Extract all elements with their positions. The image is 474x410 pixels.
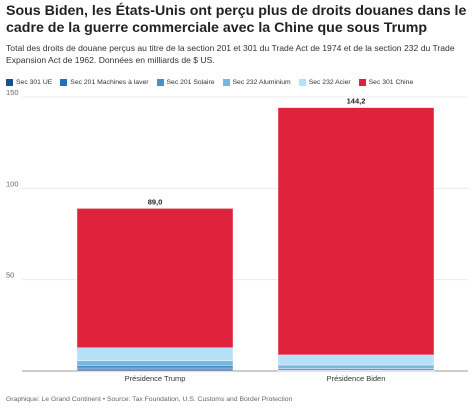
- legend-swatch: [60, 79, 68, 86]
- legend-label: Sec 201 Solaire: [166, 79, 215, 86]
- bar-segment: [76, 347, 234, 361]
- bar-segment: [277, 364, 435, 369]
- legend-label: Sec 301 UE: [16, 79, 53, 86]
- y-tick-label: 150: [6, 88, 19, 97]
- legend-swatch: [222, 79, 230, 86]
- chart-subtitle: Total des droits de douane perçus au tit…: [6, 43, 455, 65]
- legend-label: Sec 201 Machines à laver: [70, 79, 149, 86]
- chart-footer: Graphique: Le Grand Continent • Source: …: [6, 396, 293, 403]
- bar-segment: [277, 368, 435, 371]
- bar-segment: [277, 107, 435, 356]
- chart-legend: Sec 301 UE Sec 201 Machines à laver Sec 20…: [6, 79, 468, 86]
- chart-title: Sous Biden, les États-Unis ont perçu plu…: [6, 3, 467, 36]
- legend-label: Sec 301 Chine: [368, 79, 414, 86]
- legend-swatch: [358, 79, 366, 86]
- legend-swatch: [156, 79, 164, 86]
- legend-label: Sec 232 Aluminium: [232, 79, 291, 86]
- legend-item: Sec 232 Acier: [298, 79, 351, 86]
- bar-segment: [76, 365, 234, 369]
- legend-label: Sec 232 Acier: [308, 79, 351, 86]
- bar-segment: [76, 367, 234, 371]
- chart-bars: [76, 107, 435, 372]
- bar-segment: [277, 354, 435, 366]
- legend-item: Sec 201 Solaire: [156, 79, 215, 86]
- x-tick-label: Présidence Trump: [125, 374, 186, 383]
- data-label: 144,2: [347, 97, 366, 106]
- bar-segment: [76, 208, 234, 349]
- legend-item: Sec 232 Aluminium: [222, 79, 291, 86]
- legend-item: Sec 201 Machines à laver: [60, 79, 149, 86]
- y-tick-label: 100: [6, 179, 19, 188]
- legend-swatch: [6, 79, 13, 86]
- legend-item: Sec 301 Chine: [358, 79, 414, 86]
- y-tick-label: 50: [6, 271, 14, 280]
- x-tick-label: Présidence Biden: [327, 374, 386, 383]
- data-label: 89,0: [148, 197, 163, 206]
- bar-segment: [76, 360, 234, 366]
- chart-labels: 89,0 Présidence Trump 144,2 Présidence Bide…: [125, 97, 386, 383]
- legend-swatch: [298, 79, 306, 86]
- legend-item: Sec 301 UE: [6, 79, 52, 86]
